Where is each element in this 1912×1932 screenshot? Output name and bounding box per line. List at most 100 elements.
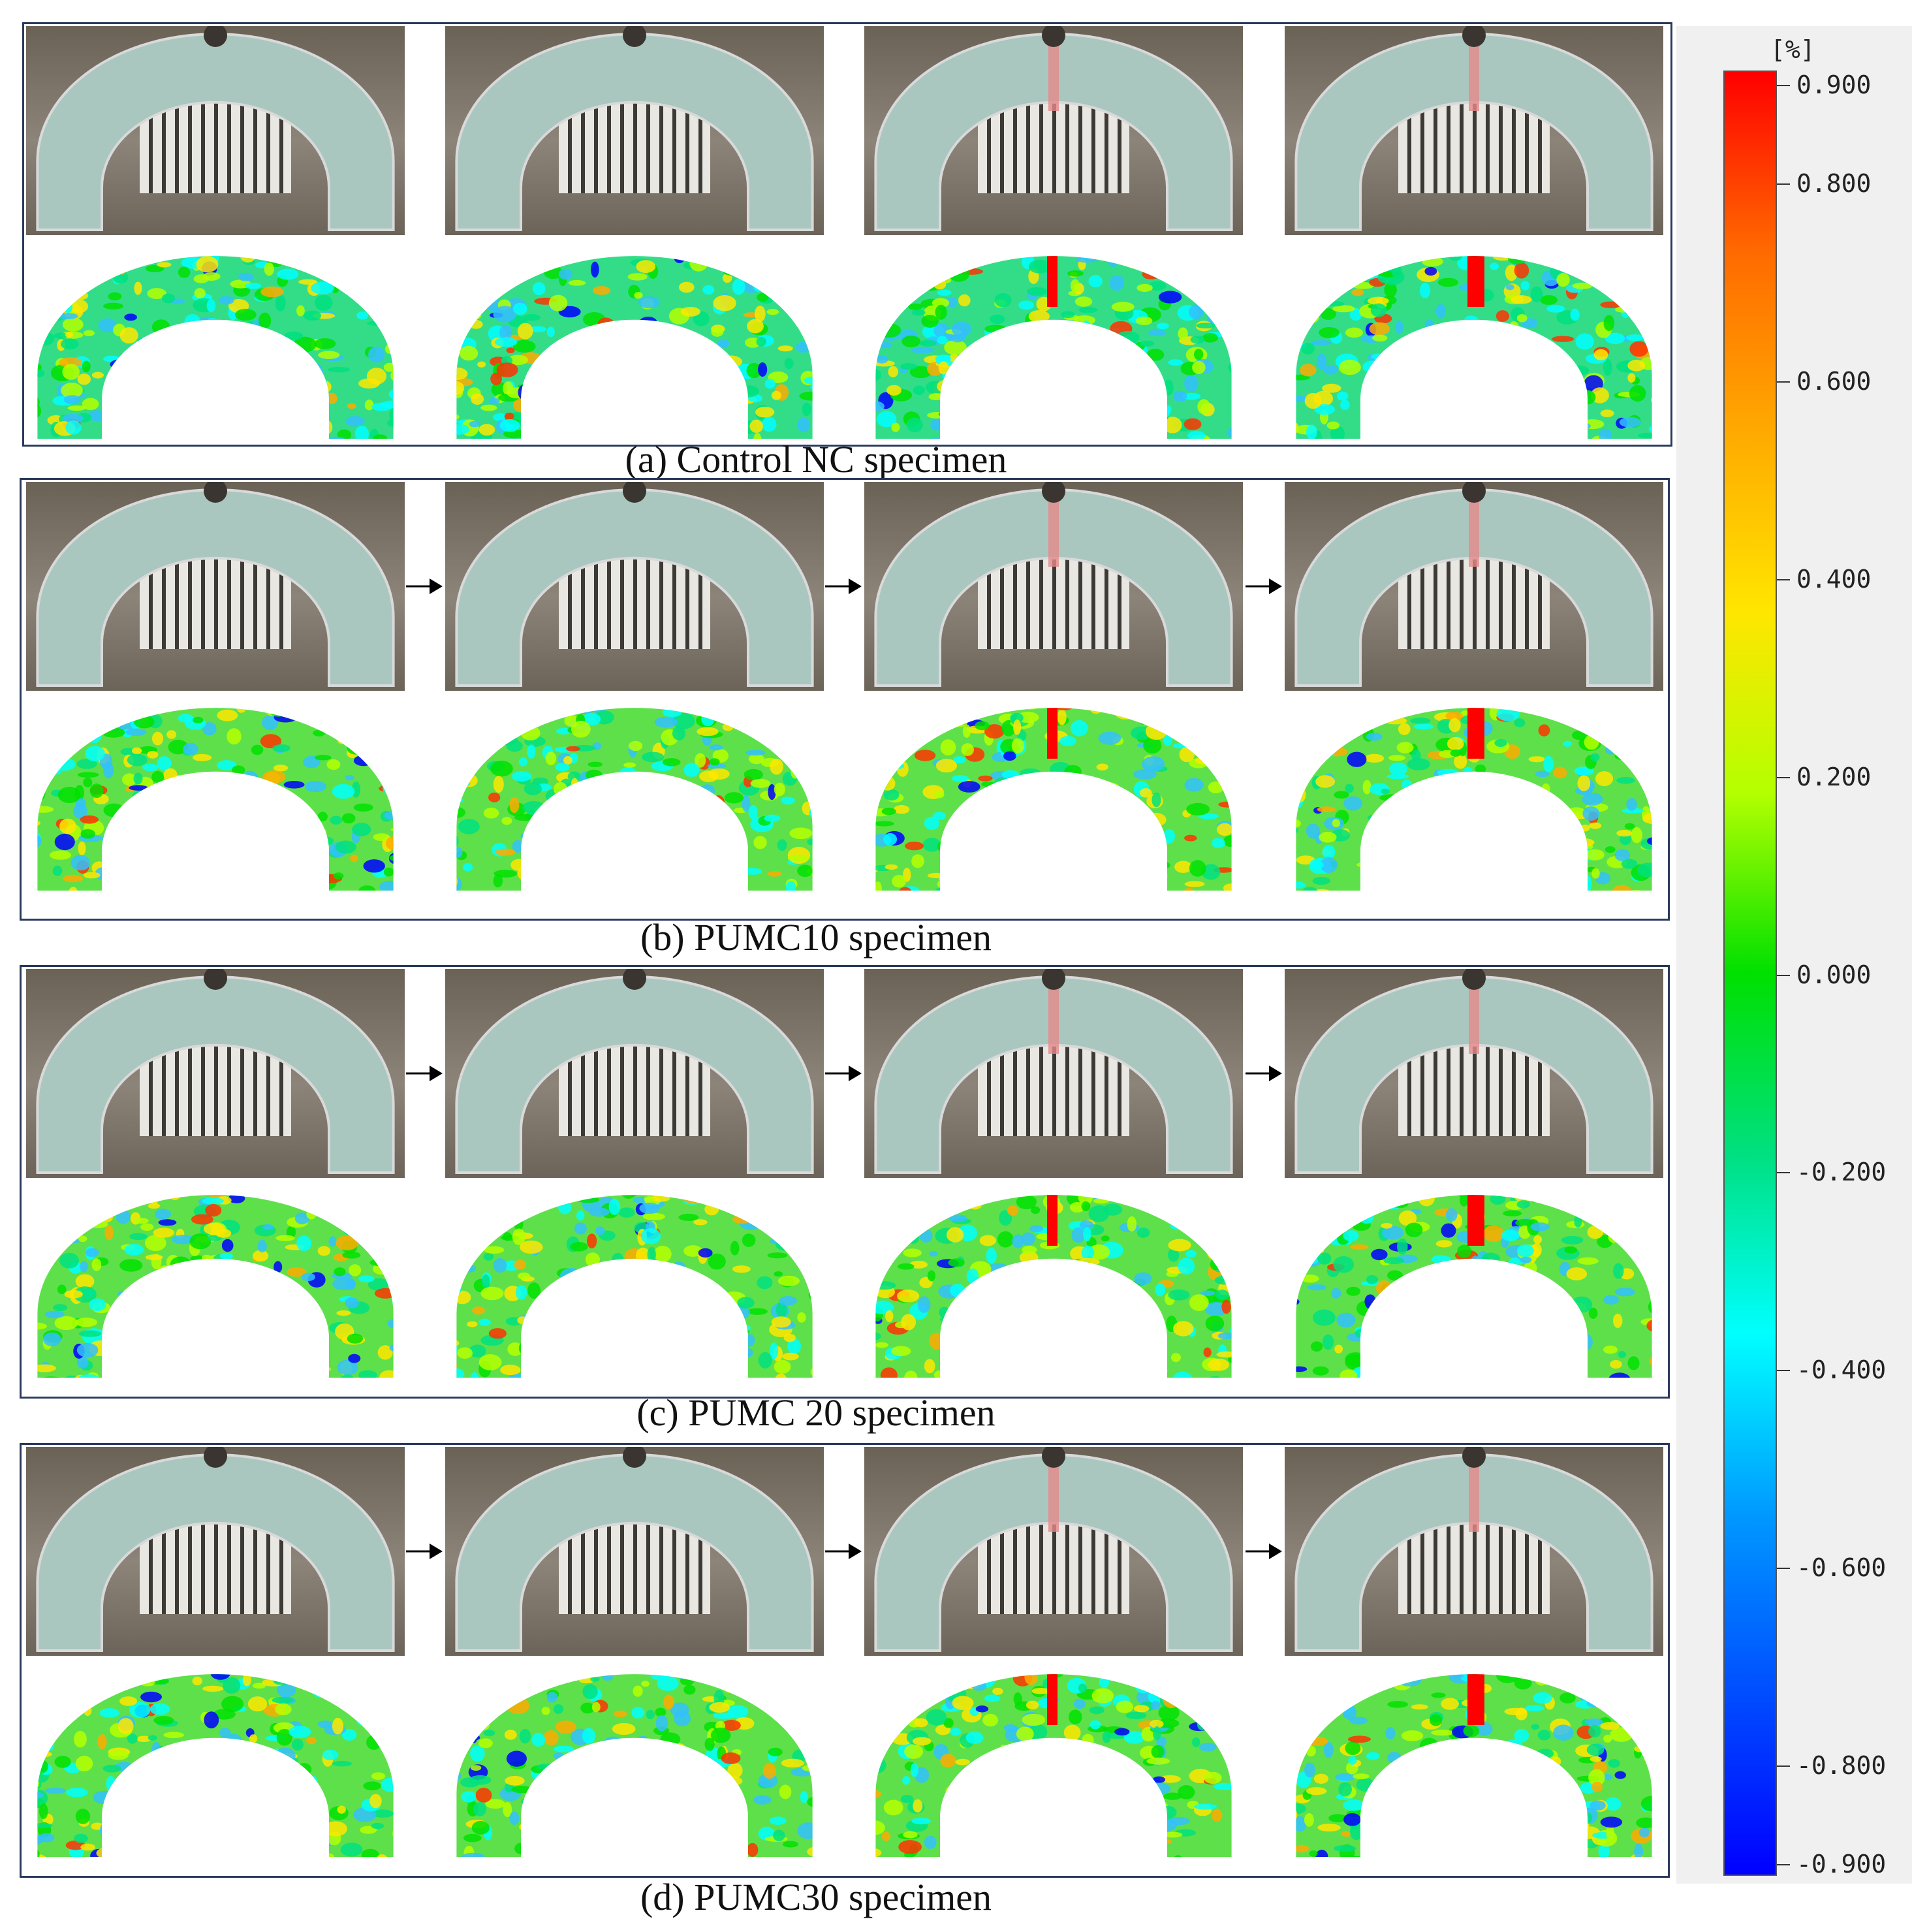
colorbar-tick-label: -0.900 xyxy=(1796,1850,1887,1878)
colorbar-tick-label: -0.400 xyxy=(1796,1355,1887,1385)
photo-3-0 xyxy=(26,1447,405,1656)
sequence-arrow-icon xyxy=(1246,577,1282,596)
strain-contour-3-0 xyxy=(26,1666,405,1862)
crack-marking xyxy=(1469,495,1479,567)
sequence-arrow-icon xyxy=(406,1542,443,1561)
loading-head xyxy=(1462,969,1486,990)
arch-specimen xyxy=(455,1453,814,1652)
colorbar-tick xyxy=(1777,1567,1790,1569)
crack-marking xyxy=(1048,495,1059,567)
strain-contour-3-1 xyxy=(445,1666,824,1862)
arch-specimen xyxy=(455,975,814,1174)
arch-specimen xyxy=(1294,1453,1653,1652)
crack-strain-band xyxy=(1467,1195,1484,1246)
strain-contour-3-2 xyxy=(864,1666,1243,1862)
caption-c: (c) PUMC 20 specimen xyxy=(636,1391,995,1434)
crack-strain-band xyxy=(1047,256,1058,307)
colorbar-tick xyxy=(1777,1765,1790,1767)
colorbar xyxy=(1723,71,1777,1876)
loading-head xyxy=(1462,482,1486,503)
arch-specimen xyxy=(874,1453,1233,1652)
loading-head xyxy=(204,482,227,503)
arch-specimen xyxy=(36,33,395,231)
colorbar-tick-label: 0.400 xyxy=(1796,564,1872,594)
colorbar-tick xyxy=(1777,1370,1790,1372)
strain-contour-2-0 xyxy=(26,1187,405,1383)
colorbar-unit: [%] xyxy=(1770,35,1815,64)
strain-contour-1-2 xyxy=(864,700,1243,896)
colorbar-tick xyxy=(1777,1172,1790,1174)
sequence-arrow-icon xyxy=(825,1542,862,1561)
loading-head xyxy=(204,1447,227,1468)
colorbar-tick-label: -0.800 xyxy=(1796,1750,1887,1780)
strain-contour-2-3 xyxy=(1285,1187,1663,1383)
strain-contour-1-3 xyxy=(1285,700,1663,896)
colorbar-tick xyxy=(1777,1864,1790,1865)
photo-1-1 xyxy=(445,482,824,691)
crack-strain-band xyxy=(1047,708,1058,759)
arch-specimen xyxy=(455,488,814,687)
crack-marking xyxy=(1048,39,1059,111)
crack-marking xyxy=(1469,1460,1479,1532)
loading-head xyxy=(1462,1447,1486,1468)
crack-marking xyxy=(1469,39,1479,111)
crack-strain-band xyxy=(1047,1195,1058,1246)
colorbar-tick-label: 0.800 xyxy=(1796,169,1872,198)
photo-1-0 xyxy=(26,482,405,691)
strain-contour-1-1 xyxy=(445,700,824,896)
arch-specimen xyxy=(874,975,1233,1174)
loading-head xyxy=(1042,26,1065,47)
crack-marking xyxy=(1048,982,1059,1054)
photo-0-3 xyxy=(1285,26,1663,235)
photo-3-2 xyxy=(864,1447,1243,1656)
arch-specimen xyxy=(36,1453,395,1652)
loading-head xyxy=(1042,1447,1065,1468)
sequence-arrow-icon xyxy=(1246,1542,1282,1561)
crack-marking xyxy=(1469,982,1479,1054)
strain-contour-0-2 xyxy=(864,248,1243,444)
strain-contour-2-2 xyxy=(864,1187,1243,1383)
photo-2-2 xyxy=(864,969,1243,1178)
photo-2-0 xyxy=(26,969,405,1178)
arch-specimen xyxy=(1294,33,1653,231)
colorbar-tick-label: -0.200 xyxy=(1796,1158,1887,1187)
loading-head xyxy=(204,26,227,47)
strain-contour-0-3 xyxy=(1285,248,1663,444)
colorbar-tick-label: 0.200 xyxy=(1796,762,1872,791)
colorbar-tick-label: 0.600 xyxy=(1796,367,1872,396)
loading-head xyxy=(1042,482,1065,503)
crack-strain-band xyxy=(1467,708,1484,759)
photo-1-2 xyxy=(864,482,1243,691)
photo-0-1 xyxy=(445,26,824,235)
strain-contour-0-1 xyxy=(445,248,824,444)
arch-specimen xyxy=(36,488,395,687)
arch-specimen xyxy=(874,33,1233,231)
colorbar-tick xyxy=(1777,183,1790,185)
arch-specimen xyxy=(36,975,395,1174)
photo-3-1 xyxy=(445,1447,824,1656)
loading-head xyxy=(623,26,646,47)
photo-1-3 xyxy=(1285,482,1663,691)
arch-specimen xyxy=(1294,488,1653,687)
strain-contour-2-1 xyxy=(445,1187,824,1383)
arch-specimen xyxy=(1294,975,1653,1174)
colorbar-tick xyxy=(1777,776,1790,778)
colorbar-background xyxy=(1676,26,1912,1884)
crack-strain-band xyxy=(1047,1674,1058,1725)
loading-head xyxy=(1462,26,1486,47)
crack-marking xyxy=(1048,1460,1059,1532)
strain-contour-3-3 xyxy=(1285,1666,1663,1862)
photo-3-3 xyxy=(1285,1447,1663,1656)
colorbar-tick-label: 0.900 xyxy=(1796,71,1872,99)
photo-2-3 xyxy=(1285,969,1663,1178)
colorbar-tick-label: -0.600 xyxy=(1796,1553,1887,1582)
loading-head xyxy=(204,969,227,990)
crack-strain-band xyxy=(1467,1674,1484,1725)
strain-contour-1-0 xyxy=(26,700,405,896)
crack-strain-band xyxy=(1467,256,1484,307)
photo-0-0 xyxy=(26,26,405,235)
colorbar-tick xyxy=(1777,85,1790,86)
sequence-arrow-icon xyxy=(1246,1064,1282,1083)
strain-contour-0-0 xyxy=(26,248,405,444)
caption-a: (a) Control NC specimen xyxy=(625,438,1007,481)
